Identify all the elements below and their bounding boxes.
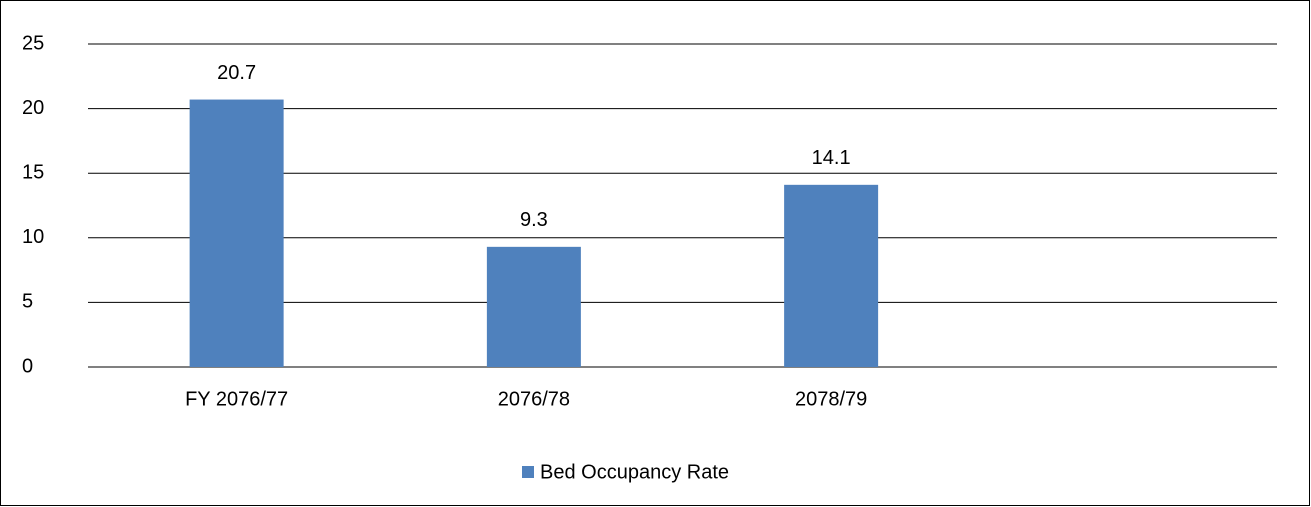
y-tick-label: 20 bbox=[22, 97, 44, 119]
y-tick-label: 25 bbox=[22, 32, 44, 54]
x-tick-label: FY 2076/77 bbox=[185, 388, 288, 410]
y-tick-label: 10 bbox=[22, 226, 44, 248]
bar bbox=[189, 99, 284, 367]
data-label: 14.1 bbox=[812, 147, 851, 169]
x-tick-label: 2076/78 bbox=[498, 388, 570, 410]
bar bbox=[486, 246, 581, 367]
x-tick-label: 2078/79 bbox=[795, 388, 867, 410]
y-tick-label: 15 bbox=[22, 161, 44, 183]
data-label: 9.3 bbox=[520, 209, 548, 231]
legend-swatch bbox=[522, 466, 534, 478]
bar bbox=[784, 184, 879, 367]
data-label: 20.7 bbox=[217, 62, 256, 84]
legend-label: Bed Occupancy Rate bbox=[540, 461, 729, 483]
y-tick-label: 5 bbox=[22, 291, 33, 313]
y-tick-label: 0 bbox=[22, 355, 33, 377]
